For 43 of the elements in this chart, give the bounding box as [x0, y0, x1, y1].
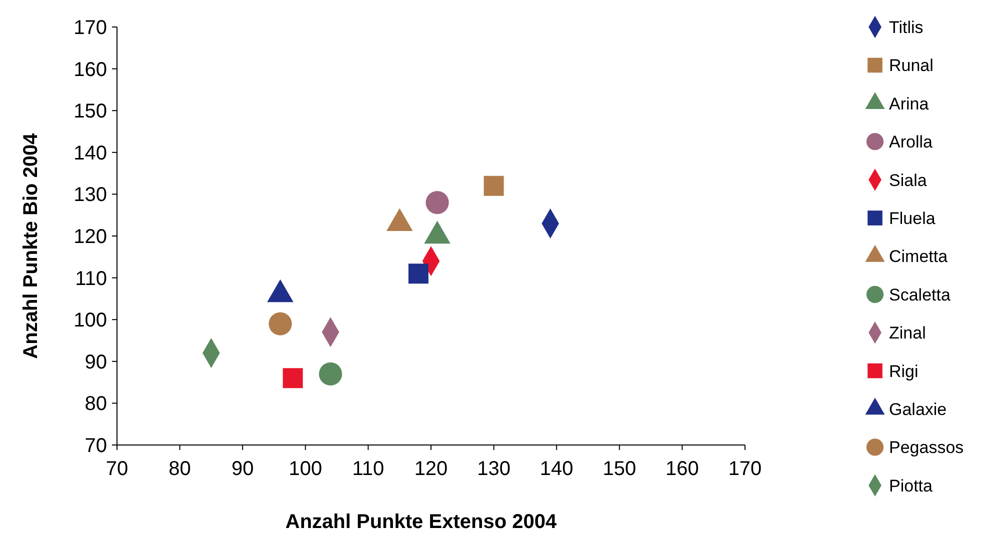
point [408, 264, 428, 284]
legend-label: Rigi [889, 362, 918, 381]
legend-label: Fluela [889, 209, 936, 228]
y-tick-label: 140 [74, 142, 107, 164]
y-tick-label: 80 [84, 393, 107, 416]
legend-label: Runal [889, 56, 934, 76]
point [426, 191, 449, 214]
point [268, 312, 292, 336]
legend-label: Titlis [889, 18, 924, 37]
x-tick-label: 120 [414, 458, 448, 480]
x-tick-label: 130 [477, 458, 510, 480]
point [318, 362, 342, 386]
legend-label: Pegassos [889, 438, 964, 458]
legend-label: Arina [889, 94, 930, 114]
y-tick-label: 160 [74, 58, 107, 81]
x-tick-label: 150 [602, 458, 636, 480]
x-tick-label: 80 [168, 458, 191, 480]
y-tick-label: 170 [74, 17, 107, 39]
x-tick-label: 110 [352, 458, 384, 480]
x-tick-label: 100 [288, 458, 322, 480]
y-tick-label: 90 [84, 351, 107, 374]
x-tick-label: 90 [231, 458, 254, 480]
y-tick-label: 130 [74, 184, 107, 206]
legend-label: Zinal [889, 324, 926, 343]
legend-label: Arolla [889, 132, 934, 152]
x-tick-label: 170 [728, 458, 762, 480]
legend-label: Siala [889, 170, 928, 190]
x-axis-title: Anzahl Punkte Extenso 2004 [285, 511, 558, 533]
point [484, 176, 504, 196]
y-axis-title: Anzahl Punkte Bio 2004 [20, 132, 42, 359]
y-tick-label: 120 [74, 226, 107, 248]
y-tick-label: 100 [74, 310, 107, 332]
legend-label: Piotta [889, 476, 934, 496]
point [282, 368, 303, 388]
x-tick-label: 70 [106, 458, 128, 480]
y-tick-label: 70 [84, 435, 107, 457]
y-tick-label: 150 [74, 100, 107, 123]
x-tick-label: 140 [540, 458, 574, 480]
legend-label: Cimetta [889, 247, 948, 266]
legend-label: Scaletta [889, 285, 951, 304]
x-tick-label: 160 [666, 458, 699, 480]
legend-label: Galaxie [889, 400, 947, 419]
y-tick-label: 110 [75, 268, 107, 290]
